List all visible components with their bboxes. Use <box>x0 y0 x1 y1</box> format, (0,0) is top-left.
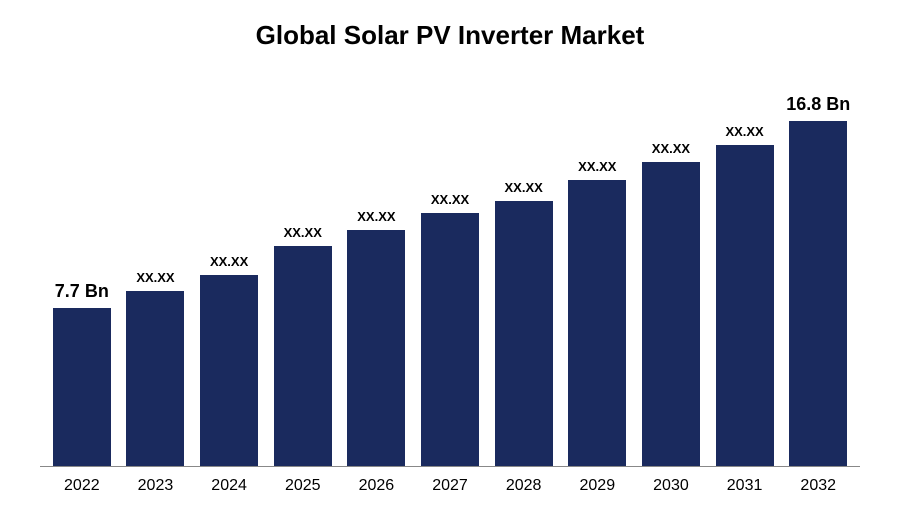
bar-group: 7.7 Bn <box>48 281 116 466</box>
bars-container: 7.7 Bn XX.XX XX.XX XX.XX XX.XX XX.XX XX.… <box>40 81 860 467</box>
bar <box>568 180 626 466</box>
chart-area: 7.7 Bn XX.XX XX.XX XX.XX XX.XX XX.XX XX.… <box>40 81 860 495</box>
bar-group: XX.XX <box>269 225 337 466</box>
bar-value-label: XX.XX <box>725 124 763 139</box>
x-axis-label: 2025 <box>269 477 337 495</box>
bar-value-label: XX.XX <box>210 254 248 269</box>
bar-group: 16.8 Bn <box>784 94 852 466</box>
bar-value-label: XX.XX <box>652 141 690 156</box>
bar-group: XX.XX <box>343 209 411 466</box>
x-axis-label: 2029 <box>563 477 631 495</box>
x-axis-label: 2022 <box>48 477 116 495</box>
bar-group: XX.XX <box>416 192 484 466</box>
x-axis-label: 2032 <box>784 477 852 495</box>
bar-group: XX.XX <box>637 141 705 466</box>
bar-value-label: XX.XX <box>136 270 174 285</box>
bar-value-label: XX.XX <box>284 225 322 240</box>
bar <box>421 213 479 466</box>
bar-value-label: XX.XX <box>357 209 395 224</box>
x-axis-label: 2027 <box>416 477 484 495</box>
chart-title: Global Solar PV Inverter Market <box>40 20 860 51</box>
x-axis-labels: 2022 2023 2024 2025 2026 2027 2028 2029 … <box>40 477 860 495</box>
bar <box>200 275 258 466</box>
x-axis-label: 2023 <box>122 477 190 495</box>
bar <box>789 121 847 466</box>
bar-value-label: XX.XX <box>578 159 616 174</box>
x-axis-label: 2031 <box>711 477 779 495</box>
bar <box>53 308 111 466</box>
bar-value-label: 7.7 Bn <box>55 281 109 302</box>
x-axis-label: 2026 <box>343 477 411 495</box>
bar-group: XX.XX <box>195 254 263 466</box>
x-axis-label: 2030 <box>637 477 705 495</box>
bar <box>126 291 184 466</box>
bar-group: XX.XX <box>490 180 558 466</box>
bar <box>642 162 700 466</box>
x-axis-label: 2024 <box>195 477 263 495</box>
bar-value-label: XX.XX <box>431 192 469 207</box>
bar-group: XX.XX <box>122 270 190 466</box>
bar <box>495 201 553 466</box>
bar <box>274 246 332 466</box>
bar-group: XX.XX <box>711 124 779 466</box>
bar-value-label: 16.8 Bn <box>786 94 850 115</box>
bar <box>347 230 405 466</box>
bar <box>716 145 774 466</box>
x-axis-label: 2028 <box>490 477 558 495</box>
bar-group: XX.XX <box>563 159 631 466</box>
bar-value-label: XX.XX <box>505 180 543 195</box>
